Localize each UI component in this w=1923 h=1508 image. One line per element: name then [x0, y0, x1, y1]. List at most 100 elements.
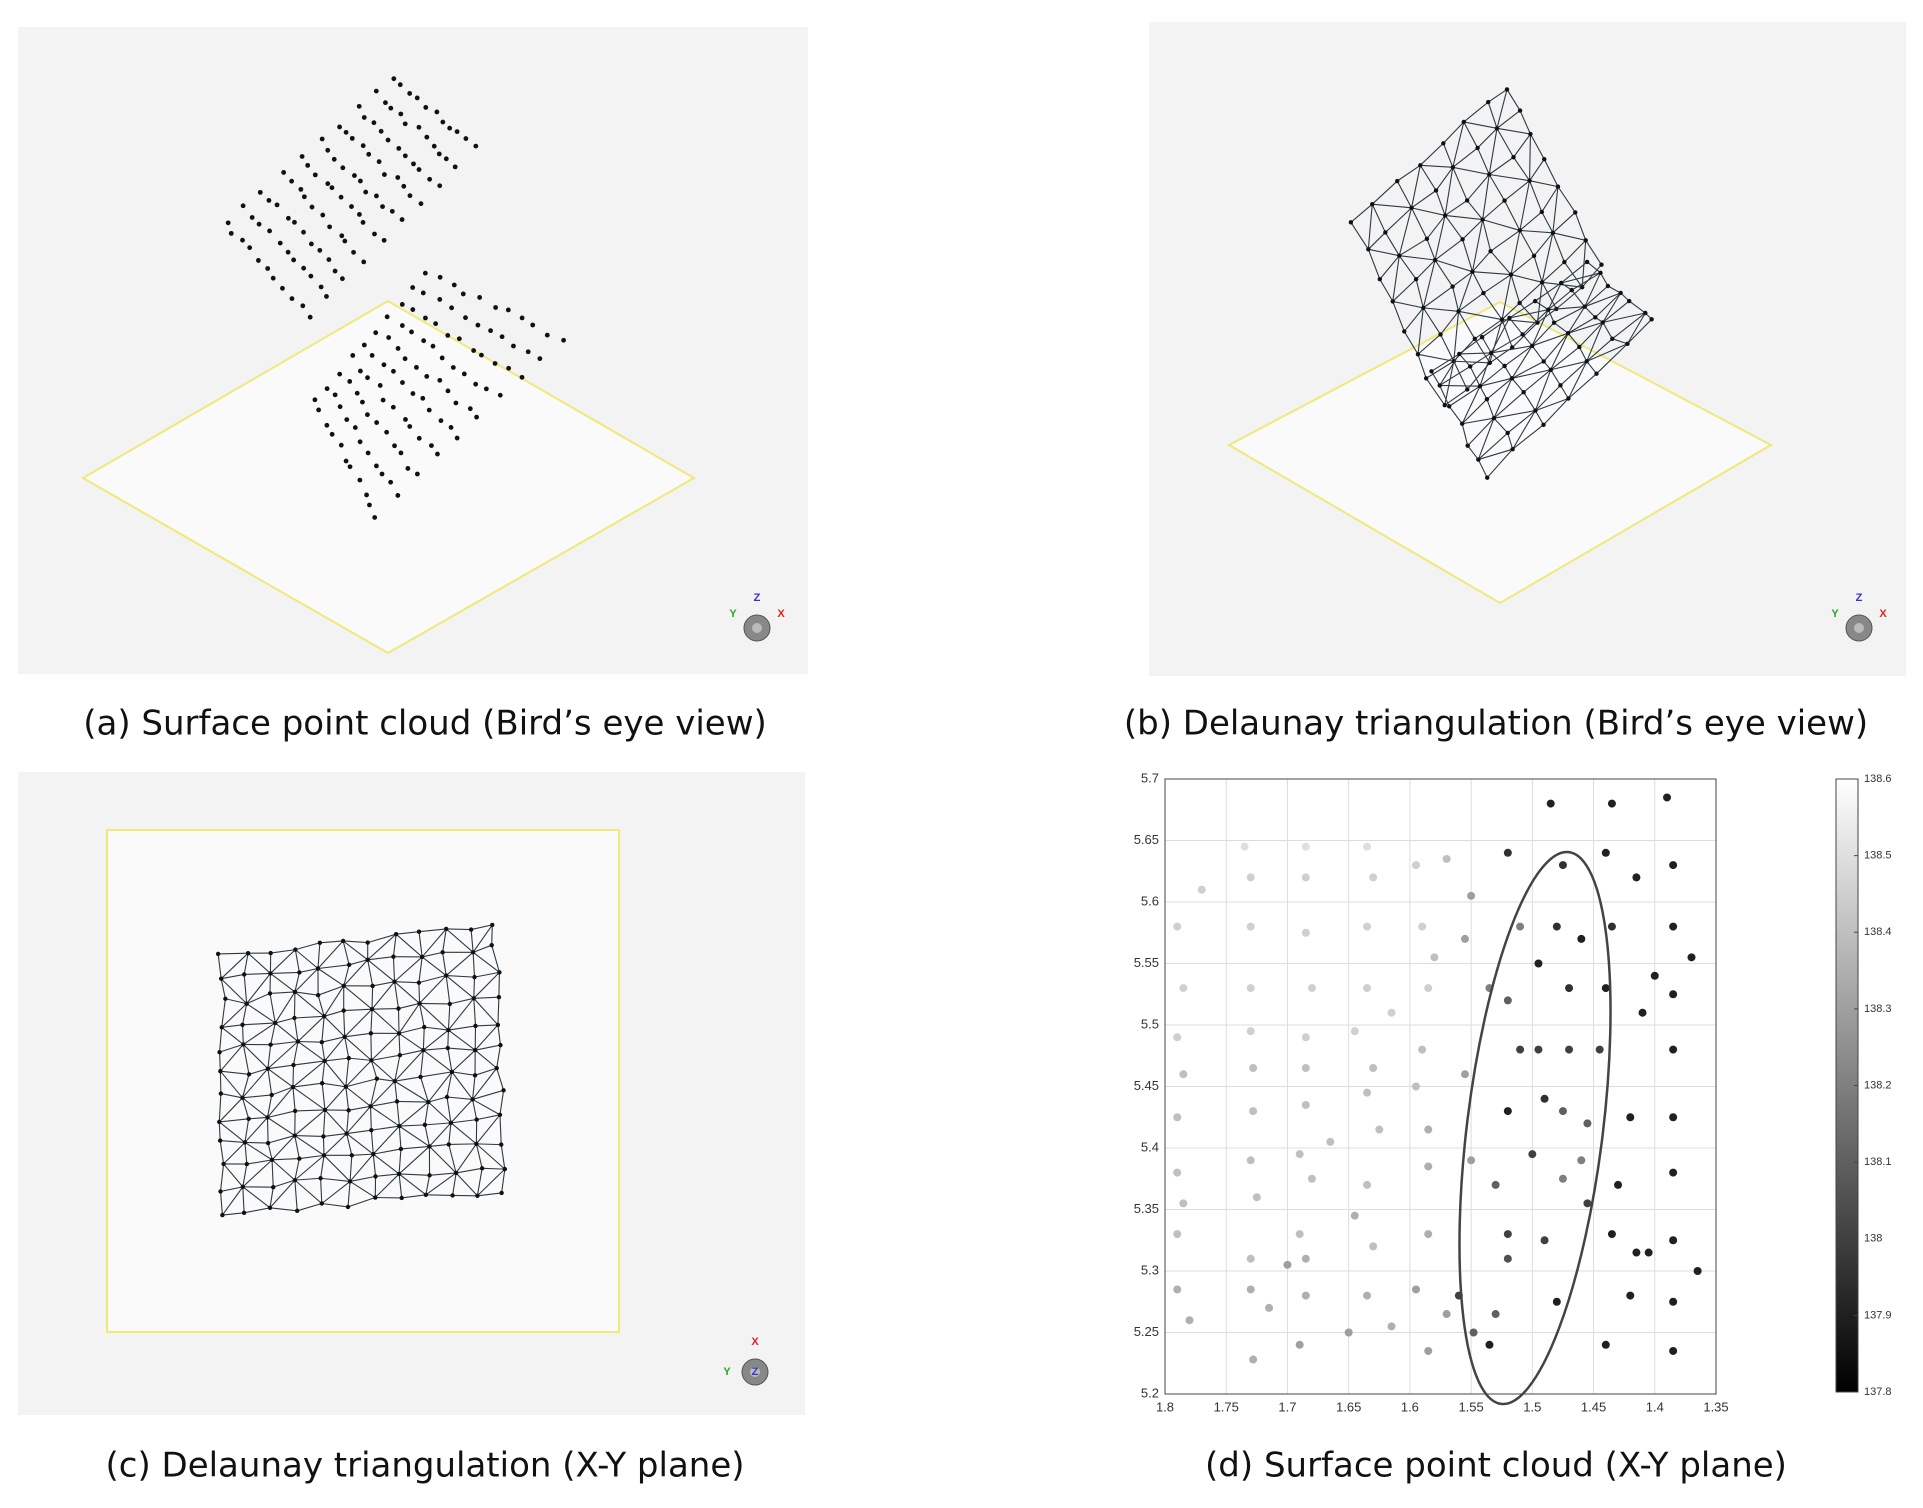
cloud-point [449, 305, 454, 311]
mesh-node [498, 1042, 503, 1048]
mesh-edge [1537, 308, 1557, 324]
data-point [1607, 799, 1616, 808]
mesh-node [1548, 367, 1553, 372]
mesh-edge [1482, 219, 1521, 231]
cloud-point [361, 342, 367, 348]
y-tick-label: 5.65 [1134, 832, 1159, 847]
mesh-edge [472, 1075, 476, 1100]
mesh-edge [1493, 391, 1525, 419]
data-point [1246, 873, 1255, 882]
mesh-node [373, 1174, 378, 1179]
mesh-edge [1561, 272, 1601, 284]
cloud-point [379, 471, 385, 477]
cloud-point [357, 212, 362, 217]
mesh-node [1626, 298, 1632, 304]
cloud-point [292, 219, 297, 225]
mesh-edge [423, 1049, 453, 1073]
data-point [1424, 984, 1433, 993]
mesh-edge [392, 956, 396, 982]
data-point [1442, 854, 1451, 863]
mesh-edge [1392, 301, 1405, 332]
cloud-point [460, 291, 466, 297]
cloud-point [344, 417, 350, 422]
mesh-edge [472, 1098, 501, 1116]
mesh-node [446, 1027, 451, 1033]
mesh-node [347, 1179, 353, 1184]
cloud-point [420, 395, 426, 401]
mesh-edge [349, 1180, 376, 1198]
data-point [1534, 1045, 1543, 1054]
mesh-node [1413, 277, 1419, 282]
mesh-edge [220, 1140, 245, 1143]
mesh-edge [1471, 219, 1484, 272]
mesh-edge [1477, 459, 1488, 478]
mesh-node [1421, 305, 1426, 311]
mesh-edge [447, 1047, 453, 1072]
cloud-point [265, 266, 271, 271]
mesh-edge [1559, 385, 1569, 399]
data-point [1558, 1107, 1567, 1116]
cloud-point [473, 381, 479, 387]
mesh-edge [1440, 334, 1455, 362]
cloud-point [402, 153, 408, 159]
cloud-point [320, 212, 326, 218]
mesh-edge [292, 1065, 295, 1088]
mesh-edge [393, 981, 400, 1009]
cloud-point [396, 145, 402, 151]
mesh-edge [241, 1074, 250, 1098]
mesh-edge [1490, 250, 1512, 275]
cloud-point [339, 233, 345, 239]
mesh-edge [294, 1154, 325, 1181]
mesh-edge [1458, 271, 1473, 312]
mesh-edge [269, 1207, 298, 1212]
data-point [1540, 1094, 1549, 1103]
mesh-node [1555, 184, 1561, 189]
mesh-edge [1607, 285, 1621, 294]
mesh-edge [294, 1179, 323, 1204]
mesh-edge [1452, 166, 1490, 176]
colorbar-tick-label: 137.8 [1864, 1386, 1892, 1398]
mesh-edge [1434, 259, 1454, 287]
mesh-edge [244, 1142, 248, 1165]
mesh-edge [451, 1049, 476, 1073]
x-tick-label: 1.8 [1156, 1399, 1174, 1414]
cloud-point [365, 375, 370, 381]
mesh-node [223, 996, 228, 1001]
mesh-edge [1496, 89, 1508, 129]
mesh-node [1402, 329, 1407, 334]
mesh-edge [1458, 353, 1471, 367]
data-point [1669, 1297, 1678, 1306]
mesh-node [1600, 320, 1606, 325]
cloud-point [347, 379, 353, 384]
mesh-edge [397, 1008, 400, 1034]
mesh-edge [447, 1047, 476, 1051]
mesh-edge [472, 1099, 478, 1120]
mesh-edge [1372, 203, 1412, 209]
mesh-node [1475, 145, 1480, 151]
mesh-edge [1384, 207, 1412, 233]
mesh-edge [1534, 300, 1549, 311]
mesh-edge [447, 1003, 451, 1031]
cloud-point [338, 194, 344, 200]
mesh-edge [399, 1049, 424, 1056]
cloud-point [331, 156, 337, 162]
mesh-edge [1434, 259, 1473, 273]
mesh-node [396, 1171, 402, 1177]
cloud-point [443, 156, 449, 162]
highlight-ellipse [1458, 850, 1612, 1406]
mesh-edge [346, 1110, 350, 1134]
mesh-edge [474, 971, 500, 978]
mesh-edge [374, 1173, 400, 1198]
data-point [1424, 1125, 1433, 1134]
mesh-node [1582, 304, 1587, 309]
mesh-edge [1586, 343, 1628, 362]
mesh-edge [323, 1154, 351, 1182]
mesh-edge [375, 1173, 400, 1177]
gizmo-label: X [1879, 608, 1887, 620]
mesh-edge [1371, 203, 1386, 233]
mesh-edge [1519, 180, 1531, 231]
mesh-edge [317, 942, 321, 969]
cloud-point [391, 368, 396, 374]
mesh-edge [267, 1086, 294, 1118]
y-tick-label: 5.6 [1141, 893, 1159, 908]
